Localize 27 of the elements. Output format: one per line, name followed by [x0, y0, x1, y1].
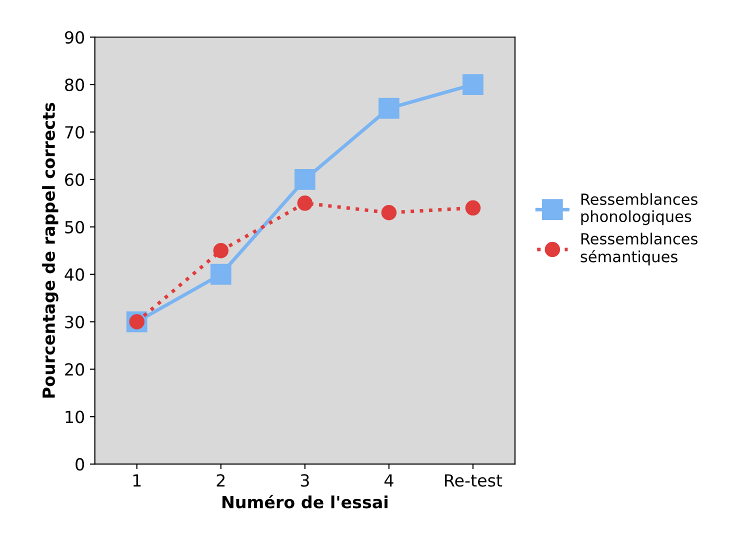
- point: [381, 205, 397, 220]
- point: [465, 200, 481, 216]
- x-tick-label: Re-test: [445, 474, 502, 487]
- point: [378, 98, 400, 119]
- y-tick-label: 0: [76, 458, 84, 471]
- point: [462, 74, 484, 95]
- y-tick-label: 20: [65, 363, 84, 376]
- x-tick-label: 3: [300, 474, 309, 487]
- y-axis-title: Pourcentage de rappel corrects: [42, 102, 58, 398]
- y-tick-label: 70: [65, 126, 84, 139]
- x-tick-label: 2: [216, 474, 225, 486]
- y-tick-label: 80: [65, 78, 84, 92]
- point: [210, 264, 232, 285]
- y-tick-label: 40: [64, 268, 84, 281]
- y-tick-label: 90: [64, 31, 84, 44]
- x-tick-label: 1: [133, 474, 141, 486]
- y-tick-label: 10: [66, 410, 84, 424]
- point: [294, 169, 316, 190]
- y-tick-label: 30: [65, 316, 84, 328]
- legend-label: Ressemblances sémantiques: [580, 232, 698, 266]
- legend-label: Ressemblances phonologiques: [581, 193, 698, 226]
- x-axis-title: Numéro de l'essai: [222, 494, 388, 508]
- x-tick-label: 4: [384, 474, 394, 486]
- point: [297, 196, 313, 211]
- y-tick-label: 50: [65, 220, 84, 234]
- point: [213, 242, 229, 258]
- y-tick-label: 60: [65, 173, 84, 186]
